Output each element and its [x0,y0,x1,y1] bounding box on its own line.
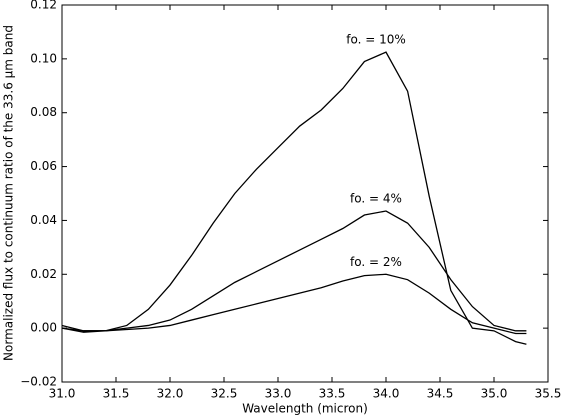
x-tick-label: 34.5 [427,387,454,401]
series-line [61,273,527,335]
x-tick-label: 31.5 [103,387,130,401]
series-annotation: fo. = 4% [350,192,402,206]
x-tick-label: 31.0 [49,387,76,401]
y-tick-label: −0.02 [20,375,57,389]
series-line [61,51,527,345]
x-tick-label: 33.5 [319,387,346,401]
series-line [61,210,527,332]
series-annotation: fo. = 2% [350,255,402,269]
y-tick-label: 0.12 [30,0,57,12]
series-annotation: fo. = 10% [346,33,406,47]
y-tick-label: 0.10 [30,51,57,65]
y-tick-label: 0.00 [30,321,57,335]
x-tick-label: 35.5 [535,387,562,401]
x-tick-label: 34.0 [373,387,400,401]
x-tick-label: 33.0 [265,387,292,401]
y-tick-label: 0.04 [30,213,57,227]
y-tick-label: 0.06 [30,159,57,173]
y-axis-label: Normalized flux to continuum ratio of th… [2,25,16,361]
x-tick-label: 32.0 [157,387,184,401]
y-tick-label: 0.02 [30,267,57,281]
y-tick-label: 0.08 [30,105,57,119]
x-axis-label: Wavelength (micron) [242,402,368,416]
x-tick-label: 32.5 [211,387,238,401]
x-tick-label: 35.0 [481,387,508,401]
plot-frame [61,4,549,383]
